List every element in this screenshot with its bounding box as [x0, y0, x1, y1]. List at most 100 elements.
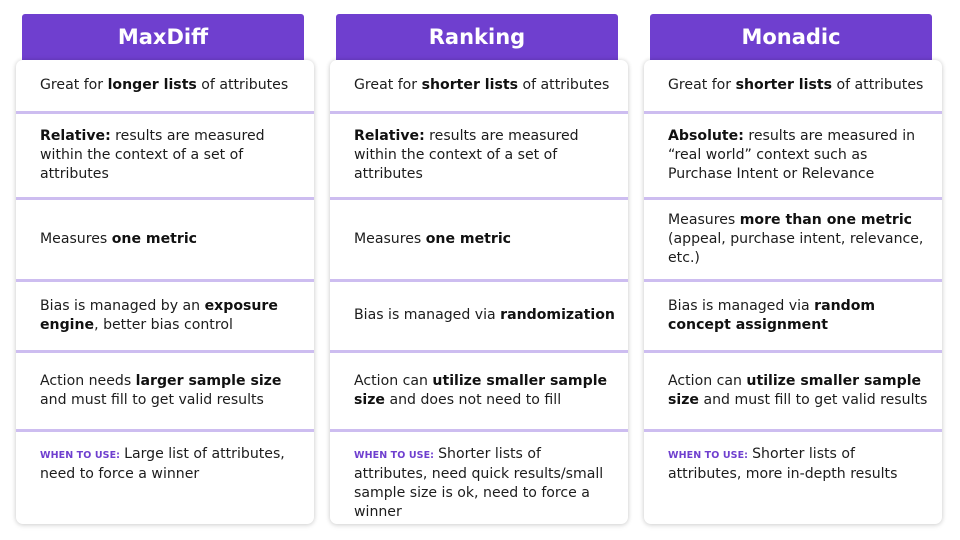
- emphasis-text: randomization: [500, 307, 615, 323]
- body-text: and must fill to get valid results: [40, 391, 264, 408]
- column-card: Great for shorter lists of attributes Abs…: [644, 60, 942, 524]
- column-ranking: Ranking Great for shorter lists of attrib…: [330, 0, 628, 540]
- emphasis-text: one metric: [111, 230, 198, 247]
- column-header: Monadic: [650, 14, 932, 60]
- cell-text: Measures more than one metric (appeal, p…: [668, 211, 932, 268]
- emphasis-text: longer lists: [107, 77, 197, 93]
- measurement-type-row: Absolute: results are measured in “real …: [644, 113, 942, 197]
- measurement-type-row: Relative: results are measured within th…: [330, 113, 628, 197]
- when-to-use-row: WHEN TO USE: Large list of attributes, ne…: [16, 431, 314, 524]
- column-maxdiff: MaxDiff Great for longer lists of attribu…: [16, 0, 314, 540]
- column-header: MaxDiff: [22, 14, 304, 60]
- body-text: Measures: [40, 230, 112, 247]
- cell-text: Measures one metric: [40, 230, 197, 249]
- body-text: Shorter lists of attributes, more in-dep…: [668, 446, 898, 482]
- body-text: Bias is managed by an: [40, 297, 205, 314]
- body-text: results are measured within the context …: [40, 127, 265, 182]
- emphasis-text: Absolute:: [668, 127, 744, 144]
- body-text: results are measured within the context …: [354, 127, 579, 182]
- body-text: of attributes: [517, 77, 610, 93]
- emphasis-text: random concept assignment: [668, 297, 876, 333]
- metric-row: Measures one metric: [330, 199, 628, 279]
- emphasis-text: utilize smaller sample size: [668, 372, 922, 408]
- when-to-use-row: WHEN TO USE: Shorter lists of attributes,…: [330, 431, 628, 524]
- when-to-use-label: WHEN TO USE:: [668, 450, 749, 461]
- attribute-list-row: Great for longer lists of attributes: [16, 60, 314, 111]
- cell-text: Action needs larger sample size and must…: [40, 372, 304, 410]
- row-divider: [644, 111, 942, 114]
- row-divider: [644, 197, 942, 200]
- when-to-use-row: WHEN TO USE: Shorter lists of attributes,…: [644, 431, 942, 524]
- body-text: Measures: [668, 211, 740, 228]
- emphasis-text: Relative:: [354, 127, 425, 144]
- body-text: Action needs: [40, 372, 136, 389]
- body-text: Bias is managed via: [668, 297, 815, 314]
- when-to-use-label: WHEN TO USE:: [40, 450, 121, 461]
- emphasis-text: more than one metric: [739, 211, 913, 228]
- body-text: results are measured in “real world” con…: [668, 127, 916, 182]
- bias-row: Bias is managed by an exposure engine, b…: [16, 281, 314, 350]
- cell-text: Relative: results are measured within th…: [354, 127, 618, 184]
- cell-text: Great for longer lists of attributes: [40, 76, 288, 95]
- body-text: Great for: [668, 77, 736, 93]
- body-text: Bias is managed via: [354, 307, 501, 323]
- bias-row: Bias is managed via random concept assig…: [644, 281, 942, 350]
- cell-text: Great for shorter lists of attributes: [668, 76, 923, 95]
- row-divider: [16, 350, 314, 353]
- row-divider: [644, 350, 942, 353]
- row-divider: [644, 429, 942, 432]
- metric-row: Measures more than one metric (appeal, p…: [644, 199, 942, 279]
- cell-text: Bias is managed via randomization: [354, 306, 615, 325]
- emphasis-text: utilize smaller sample size: [354, 372, 608, 408]
- metric-row: Measures one metric: [16, 199, 314, 279]
- cell-text: Absolute: results are measured in “real …: [668, 127, 932, 184]
- body-text: Large list of attributes, need to force …: [40, 446, 285, 482]
- attribute-list-row: Great for shorter lists of attributes: [644, 60, 942, 111]
- body-text: of attributes: [831, 77, 924, 93]
- column-card: Great for shorter lists of attributes Rel…: [330, 60, 628, 524]
- row-divider: [330, 197, 628, 200]
- cell-text: Bias is managed by an exposure engine, b…: [40, 297, 304, 335]
- emphasis-text: Relative:: [40, 127, 111, 144]
- column-monadic: Monadic Great for shorter lists of attrib…: [644, 0, 942, 540]
- body-text: , better bias control: [94, 316, 233, 333]
- cell-text: WHEN TO USE: Shorter lists of attributes,…: [668, 445, 932, 484]
- cell-text: Relative: results are measured within th…: [40, 127, 304, 184]
- emphasis-text: shorter lists: [735, 77, 832, 93]
- body-text: (appeal, purchase intent, relevance, etc…: [668, 230, 924, 266]
- body-text: and does not need to fill: [384, 391, 562, 408]
- row-divider: [644, 279, 942, 282]
- body-text: Measures: [354, 230, 426, 247]
- row-divider: [330, 429, 628, 432]
- row-divider: [16, 111, 314, 114]
- cell-text: Measures one metric: [354, 230, 511, 249]
- row-divider: [16, 279, 314, 282]
- emphasis-text: exposure engine: [40, 297, 278, 333]
- row-divider: [330, 111, 628, 114]
- bias-row: Bias is managed via randomization: [330, 281, 628, 350]
- body-text: Great for: [354, 77, 422, 93]
- column-card: Great for longer lists of attributes Rela…: [16, 60, 314, 524]
- cell-text: Bias is managed via random concept assig…: [668, 297, 932, 335]
- body-text: Great for: [40, 77, 108, 93]
- cell-text: Great for shorter lists of attributes: [354, 76, 609, 95]
- body-text: Action can: [354, 372, 433, 389]
- column-header: Ranking: [336, 14, 618, 60]
- measurement-type-row: Relative: results are measured within th…: [16, 113, 314, 197]
- emphasis-text: one metric: [425, 230, 512, 247]
- cell-text: WHEN TO USE: Large list of attributes, ne…: [40, 445, 304, 484]
- emphasis-text: larger sample size: [135, 372, 282, 389]
- body-text: and must fill to get valid results: [698, 391, 928, 408]
- sample-size-row: Action needs larger sample size and must…: [16, 352, 314, 429]
- when-to-use-label: WHEN TO USE:: [354, 450, 435, 461]
- row-divider: [330, 279, 628, 282]
- cell-text: Action can utilize smaller sample size a…: [668, 372, 932, 410]
- emphasis-text: shorter lists: [421, 77, 518, 93]
- cell-text: Action can utilize smaller sample size a…: [354, 372, 618, 410]
- row-divider: [16, 197, 314, 200]
- body-text: of attributes: [196, 77, 289, 93]
- row-divider: [330, 350, 628, 353]
- cell-text: WHEN TO USE: Shorter lists of attributes,…: [354, 445, 618, 522]
- body-text: Action can: [668, 372, 747, 389]
- row-divider: [16, 429, 314, 432]
